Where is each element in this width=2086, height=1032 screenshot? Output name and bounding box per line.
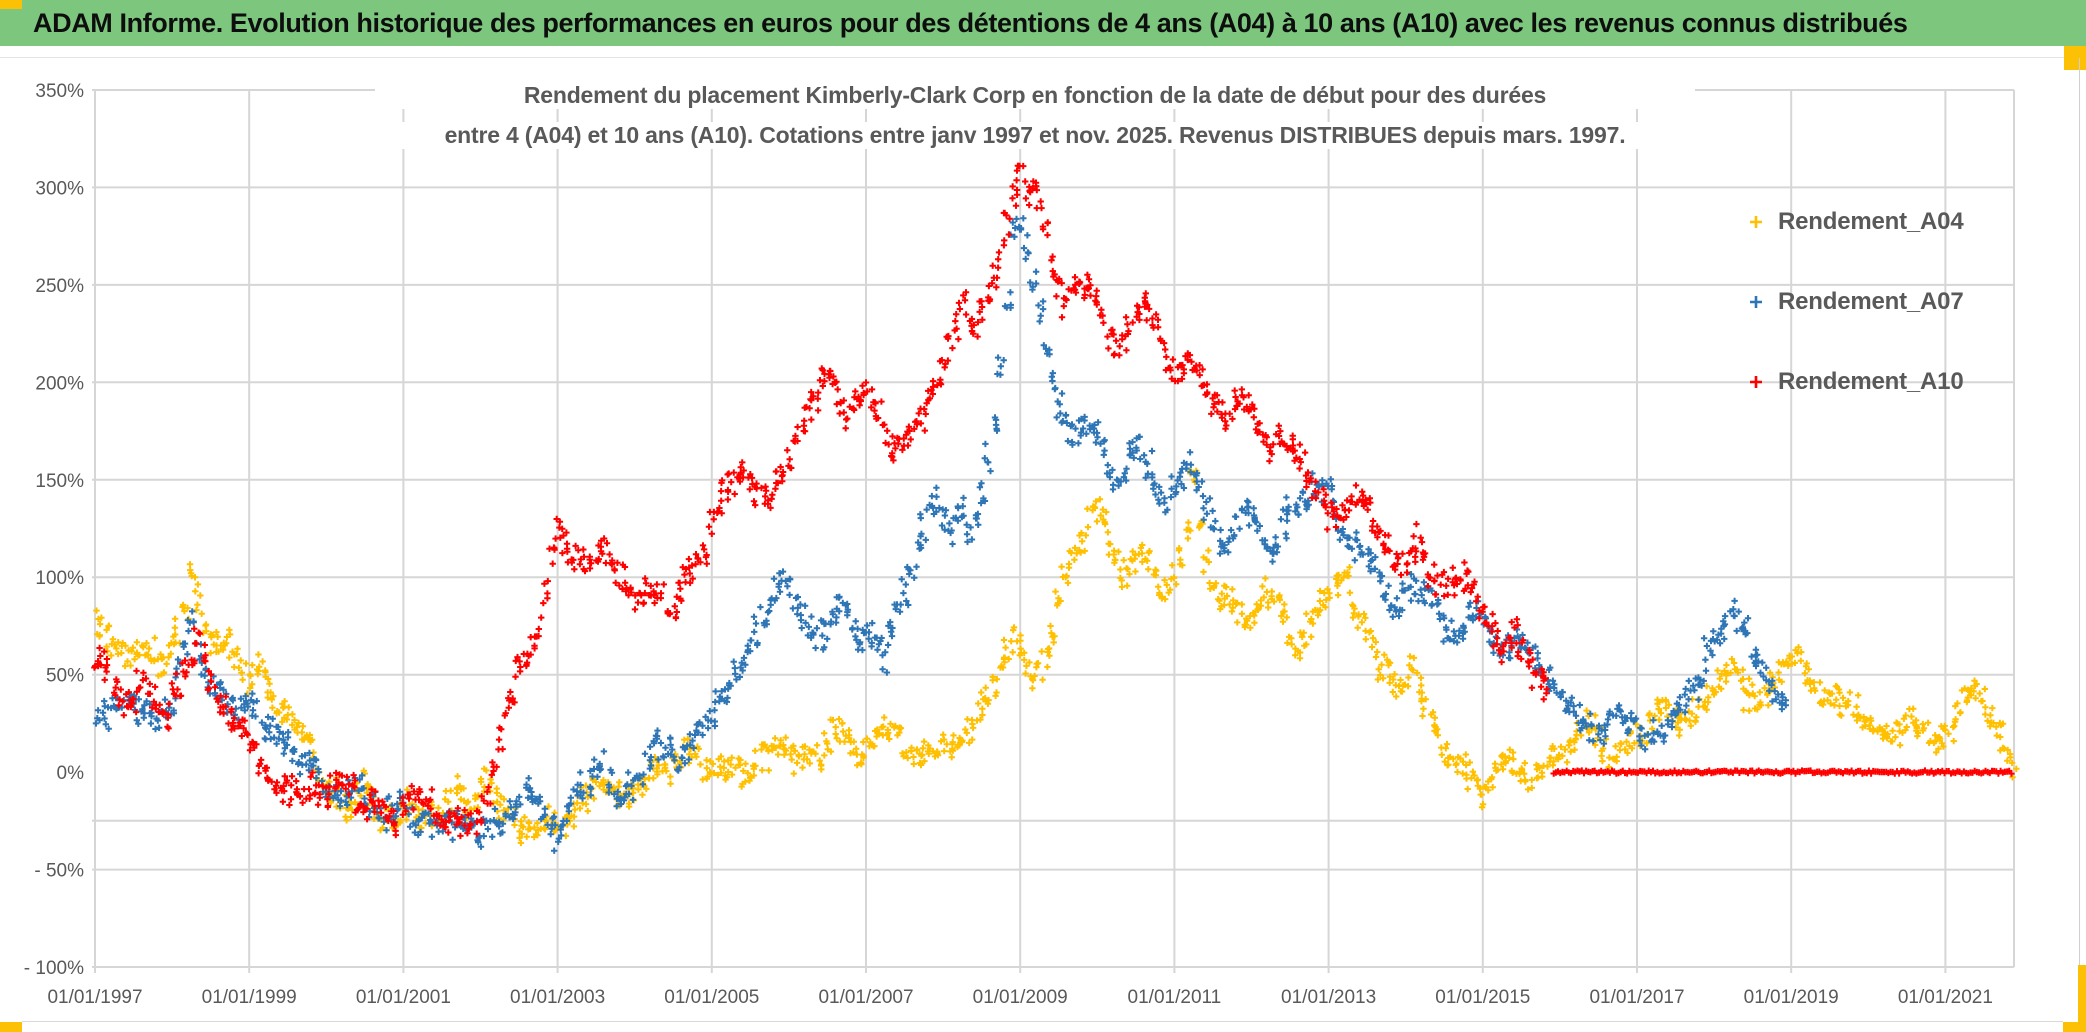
x-tick-label: 01/01/2003 <box>510 987 605 1008</box>
header-title: ADAM Informe. Evolution historique des p… <box>33 7 1908 38</box>
gold-accent-top-left <box>0 0 22 9</box>
chart-subtitle: entre 4 (A04) et 10 ans (A10). Cotations… <box>375 122 1695 149</box>
x-tick-label: 01/01/2015 <box>1435 987 1530 1008</box>
legend-item-Rendement_A10: Rendement_A10 <box>1748 365 1964 399</box>
x-axis-labels: 01/01/1997 01/01/1999 01/01/2001 01/01/2003… <box>47 987 1992 1008</box>
slide-border-bottom <box>22 1021 2063 1022</box>
gold-accent-right <box>2078 965 2086 1032</box>
x-tick-label: 01/01/1997 <box>47 987 142 1008</box>
y-tick-label: 300% <box>35 178 84 199</box>
y-tick-label: 350% <box>35 81 84 102</box>
y-tick-label: 100% <box>35 568 84 589</box>
gridlines <box>92 89 2015 973</box>
x-tick-label: 01/01/2001 <box>356 987 451 1008</box>
y-tick-label: 0% <box>57 763 85 784</box>
legend-label: Rendement_A10 <box>1778 368 1964 395</box>
y-tick-label: 50% <box>46 666 84 687</box>
x-tick-label: 01/01/2013 <box>1281 987 1376 1008</box>
plus-marker-icon <box>1750 216 1762 228</box>
x-tick-label: 01/01/2011 <box>1128 987 1222 1008</box>
gold-accent-bottom-right <box>2063 1022 2086 1032</box>
chart-legend: Rendement_A04 Rendement_A07 Rendement_A10 <box>1748 205 1964 445</box>
gold-accent-bottom-left <box>0 1022 22 1032</box>
legend-item-Rendement_A07: Rendement_A07 <box>1748 285 1964 319</box>
y-tick-label: 200% <box>35 373 84 394</box>
y-tick-label: - 50% <box>34 861 84 882</box>
y-tick-label: 150% <box>35 471 84 492</box>
series-Rendement_A10 <box>91 162 2015 840</box>
slide-border-right <box>2079 58 2080 965</box>
series-Rendement_A07 <box>92 215 1789 854</box>
chart-title: Rendement du placement Kimberly-Clark Co… <box>375 82 1695 109</box>
divider-line <box>0 57 2086 58</box>
x-tick-label: 01/01/2009 <box>973 987 1068 1008</box>
legend-label: Rendement_A04 <box>1778 208 1964 235</box>
x-tick-label: 01/01/2007 <box>818 987 913 1008</box>
series-Rendement_A04 <box>93 467 2020 847</box>
y-tick-label: 250% <box>35 276 84 297</box>
plus-marker-icon <box>1750 296 1762 308</box>
legend-label: Rendement_A07 <box>1778 288 1964 315</box>
x-tick-label: 01/01/2021 <box>1898 987 1993 1008</box>
header-bar: ADAM Informe. Evolution historique des p… <box>0 0 2086 46</box>
plus-marker-icon <box>1750 376 1762 388</box>
x-tick-label: 01/01/2017 <box>1589 987 1684 1008</box>
x-tick-label: 01/01/2019 <box>1744 987 1839 1008</box>
y-axis-labels: 350% 300% 250% 200% 150% 100% 50% 0% - 50% - 100% <box>24 81 84 979</box>
legend-item-Rendement_A04: Rendement_A04 <box>1748 205 1964 239</box>
x-tick-label: 01/01/2005 <box>664 987 759 1008</box>
x-tick-label: 01/01/1999 <box>202 987 297 1008</box>
y-tick-label: - 100% <box>24 958 84 979</box>
gold-accent-top-right <box>2064 46 2086 70</box>
